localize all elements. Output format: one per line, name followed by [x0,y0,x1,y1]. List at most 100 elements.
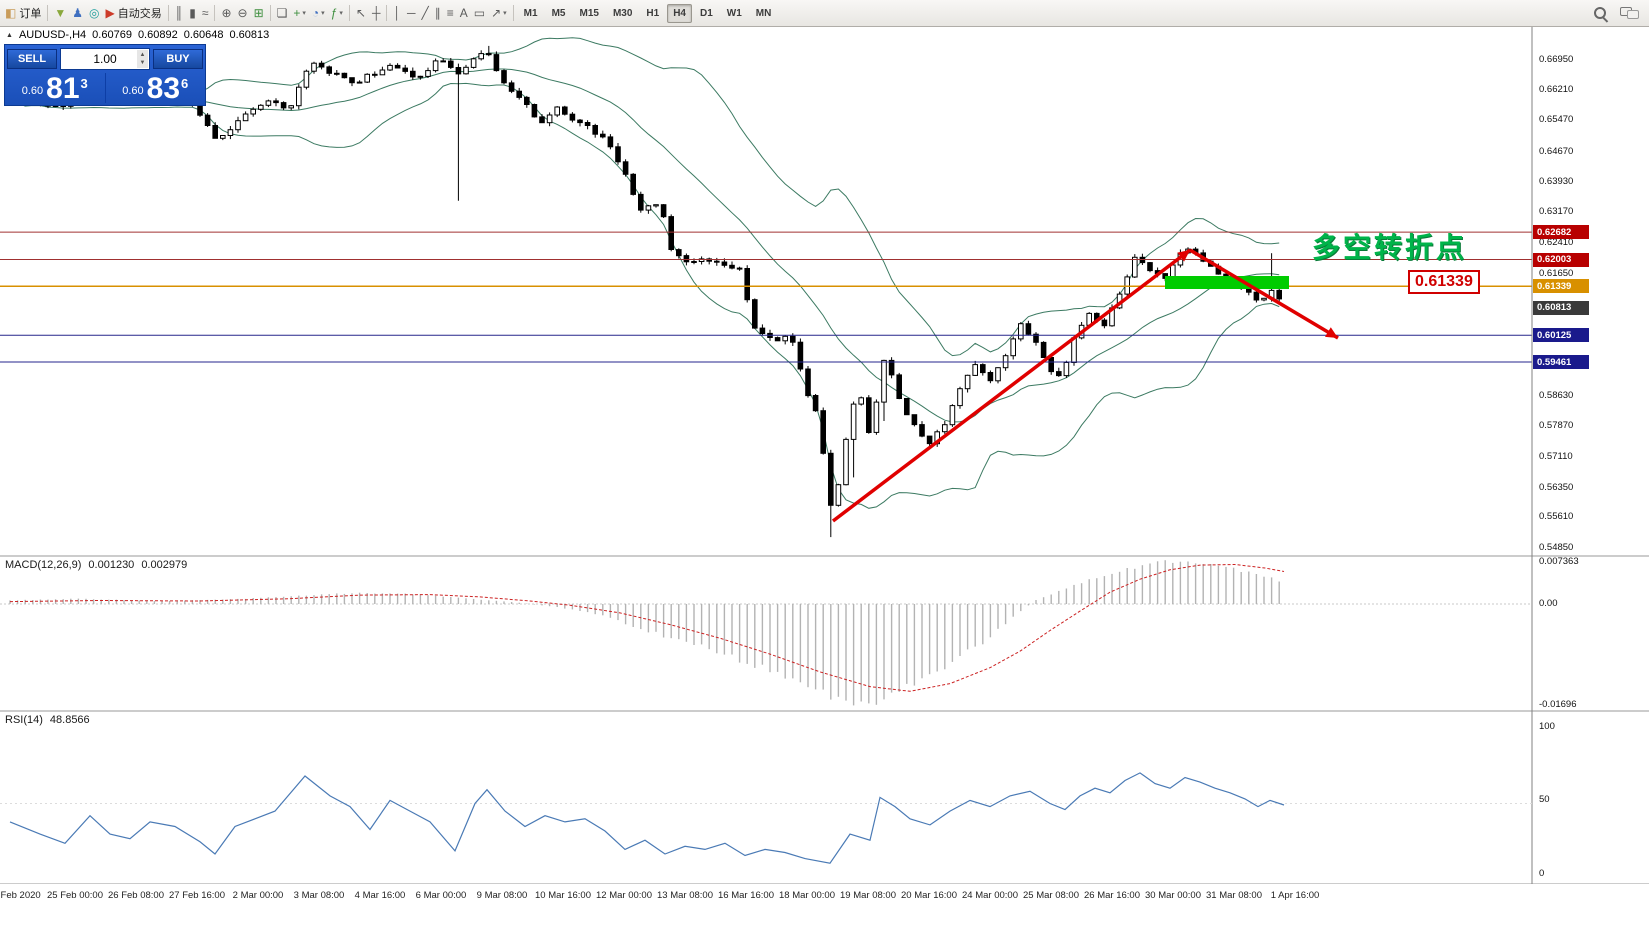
caret-down-icon: ▾ [321,10,325,17]
timeframe-m15-button[interactable]: M15 [579,7,599,19]
price-axis-label: 0.56350 [1539,481,1574,493]
timeframe-m5-button[interactable]: M5 [551,7,566,19]
buy-button[interactable]: BUY [153,49,203,69]
ohlc-close: 0.60813 [229,29,270,41]
timeframe-w1-button[interactable]: W1 [726,7,742,19]
timeframe-h4-button[interactable]: H4 [667,3,692,23]
timeframe-h1-button[interactable]: H1 [646,7,660,19]
toolbar-separator [214,5,216,21]
shapes-button[interactable]: ↗ ▾ [488,3,510,23]
new-order-button[interactable]: ◧ 订单 [2,3,44,23]
bar-chart-button[interactable]: ║ [172,3,187,23]
price-axis-label: 0.54850 [1539,542,1574,553]
caret-down-icon: ▾ [302,10,306,17]
lot-size-field[interactable]: 1.00 ▲ ▼ [60,48,150,70]
new-chart-button[interactable]: + ▾ [290,3,309,23]
sell-price-pip: 3 [80,76,88,91]
timeframe-d1-button[interactable]: D1 [699,7,713,19]
crosshair-icon: ┼ [371,6,381,20]
indicators-button[interactable]: ƒ ▾ [328,3,346,23]
date-axis-label: 4 Mar 16:00 [354,890,406,901]
account-button[interactable]: ♟ [69,3,86,23]
rsi-axis-label: 50 [1539,794,1550,805]
caret-down-icon: ▾ [503,10,507,17]
timeframe-m1-button[interactable]: M1 [523,7,538,19]
toolbar-separator [386,5,388,21]
zoom-out-icon: ⊖ [237,6,248,20]
date-axis-label: 26 Mar 16:00 [1084,890,1140,901]
sell-price[interactable]: 0.60 81 3 [5,71,105,105]
date-axis-label: 6 Mar 00:00 [415,890,467,901]
lot-size-spinner[interactable]: ▲ ▼ [137,50,148,68]
rsi-indicator-title: RSI(14) 48.8566 [5,714,90,726]
signals-icon: ◎ [89,6,100,20]
price-axis-label: 0.61650 [1539,267,1574,279]
symbol-info-bar: ▲ AUDUSD-,H4 0.60769 0.60892 0.60648 0.6… [6,29,269,41]
level-callout-label: 0.61339 [1408,270,1480,294]
cursor-icon: ↖ [355,6,366,20]
label-button[interactable]: ▭ [471,3,488,23]
zoom-out-button[interactable]: ⊖ [235,3,251,23]
auto-trading-button[interactable]: ▶ 自动交易 [102,3,164,23]
auto-trading-button-label: 自动交易 [117,8,162,20]
buy-price-pip: 6 [181,76,189,91]
date-axis-label: 27 Feb 16:00 [169,890,225,901]
macd-axis-label: 0.00 [1539,598,1558,609]
spinner-up-icon[interactable]: ▲ [139,52,146,58]
horizontal-line-button[interactable]: ─ [404,3,419,23]
auto-trading-icon: ▶ [105,6,115,20]
price-axis[interactable]: 0.66950 0.66210 0.65470 0.64670 0.63930 0.631… [1532,0,1649,884]
price-axis-label: 0.66210 [1539,83,1574,95]
signals-button[interactable]: ◎ [86,3,102,23]
rsi-value: 48.8566 [49,714,90,726]
macd-axis: 0.007363 0.00 -0.01696 [1532,0,1649,884]
price-axis-label: 0.63170 [1539,206,1574,218]
chat-icon [1620,6,1640,21]
symbol-title: AUDUSD-,H4 [18,29,87,41]
cursor-button[interactable]: ↖ [353,3,369,23]
trendline-button[interactable]: ╱ [418,3,431,23]
macd-value-signal: 0.002979 [141,559,188,571]
label-icon: ▭ [473,6,486,20]
chat-button[interactable] [1617,3,1643,23]
search-button[interactable] [1589,3,1611,23]
sell-button[interactable]: SELL [7,49,57,69]
account-icon: ♟ [72,6,83,20]
rsi-name: RSI(14) [5,714,43,726]
timeframe-mn-button[interactable]: MN [755,7,772,19]
filter-button[interactable]: ▼ [51,3,69,23]
trendline-icon: ╱ [421,6,429,20]
date-axis-label: 18 Mar 00:00 [779,890,835,901]
tile-windows-button[interactable]: ❏ [274,3,291,23]
spinner-down-icon[interactable]: ▼ [139,60,146,66]
price-axis-label: 0.65470 [1539,113,1574,125]
new-order-icon: ◧ [5,6,17,20]
fibonacci-button[interactable]: ≡ [444,3,457,23]
price-tag: 0.62003 [1533,252,1589,267]
lot-size-value: 1.00 [93,52,117,66]
time-axis[interactable]: 24 Feb 2020 25 Feb 00:00 26 Feb 08:00 27 Fe… [0,884,1649,948]
channel-button[interactable]: ∥ [432,3,444,23]
zoom-in-button[interactable]: ⊕ [218,3,234,23]
tile-windows-icon: ❏ [276,6,288,20]
zoom-in-icon: ⊕ [221,6,232,20]
line-chart-button[interactable]: ≈ [199,3,212,23]
horizontal-line-icon: ─ [406,6,416,20]
text-button[interactable]: A [457,3,471,23]
buy-price[interactable]: 0.60 83 6 [106,71,206,105]
fibonacci-icon: ≡ [446,6,454,20]
date-axis-label: 19 Mar 08:00 [840,890,896,901]
date-axis-label: 24 Feb 2020 [0,890,41,901]
period-button[interactable]: ◔ ▾ [309,3,328,23]
timeframe-m30-button[interactable]: M30 [612,7,633,19]
grid-button[interactable]: ⊞ [251,3,267,23]
line-chart-icon: ≈ [201,6,209,20]
crosshair-button[interactable]: ┼ [369,3,384,23]
candlestick-chart-button[interactable]: ▮ [186,3,199,23]
vertical-line-button[interactable]: │ [390,3,404,23]
price-tag: 0.61339 [1533,279,1589,294]
search-icon [1592,5,1608,21]
indicators-icon: ƒ [330,6,338,20]
price-axis-label: 0.64670 [1539,145,1574,157]
